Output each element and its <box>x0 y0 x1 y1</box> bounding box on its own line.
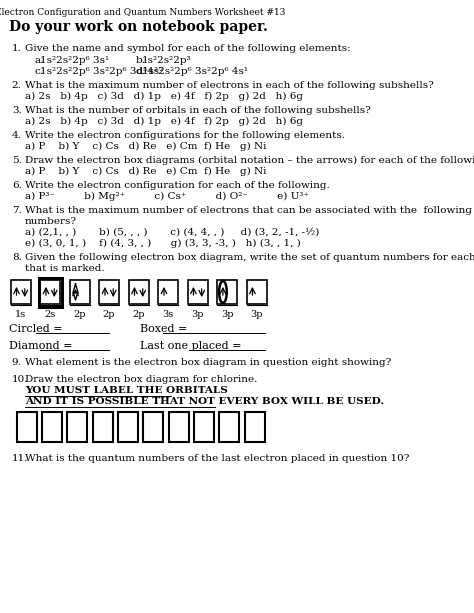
Text: 2.: 2. <box>12 81 22 90</box>
Text: Boxed =: Boxed = <box>140 324 191 334</box>
Text: Give the name and symbol for each of the following elements:: Give the name and symbol for each of the… <box>25 44 350 53</box>
Text: d.: d. <box>136 67 146 76</box>
Bar <box>246 280 266 304</box>
Text: Last one placed =: Last one placed = <box>140 341 245 351</box>
Text: 2p: 2p <box>103 310 115 319</box>
Text: a) 2s   b) 4p   c) 3d   d) 1p   e) 4f   f) 2p   g) 2d   h) 6g: a) 2s b) 4p c) 3d d) 1p e) 4f f) 2p g) 2… <box>25 117 303 126</box>
Text: a) P    b) Y    c) Cs   d) Re   e) Cm  f) He   g) Ni: a) P b) Y c) Cs d) Re e) Cm f) He g) Ni <box>25 142 266 151</box>
Bar <box>245 412 265 442</box>
Bar <box>219 412 239 442</box>
Text: 9.: 9. <box>12 358 22 367</box>
Bar <box>143 412 164 442</box>
Text: Diamond =: Diamond = <box>9 341 76 351</box>
Text: a) (2,1, , )       b) (5, , , )       c) (4, 4, , )     d) (3, 2, -1, -½): a) (2,1, , ) b) (5, , , ) c) (4, 4, , ) … <box>25 228 319 237</box>
Text: 1.: 1. <box>12 44 22 53</box>
Text: 3.: 3. <box>12 106 22 115</box>
Text: 3s: 3s <box>163 310 173 319</box>
Text: 7.: 7. <box>12 206 22 215</box>
Text: YOU MUST LABEL THE ORBITALS: YOU MUST LABEL THE ORBITALS <box>25 386 228 395</box>
Text: 3p: 3p <box>221 310 233 319</box>
Bar <box>128 280 149 304</box>
Text: a) 2s   b) 4p   c) 3d   d) 1p   e) 4f   f) 2p   g) 2d   h) 6g: a) 2s b) 4p c) 3d d) 1p e) 4f f) 2p g) 2… <box>25 92 303 101</box>
Text: numbers?: numbers? <box>25 217 77 226</box>
Bar <box>10 280 31 304</box>
Text: 6.: 6. <box>12 181 22 190</box>
Text: a.: a. <box>34 56 44 65</box>
Text: 1s²2s²2p⁶ 3s²2p⁶ 4s¹: 1s²2s²2p⁶ 3s²2p⁶ 4s¹ <box>142 67 247 76</box>
Text: 2p: 2p <box>132 310 145 319</box>
Text: Do your work on notebook paper.: Do your work on notebook paper. <box>9 20 268 34</box>
Text: 1s²2s²2p⁶ 3s¹: 1s²2s²2p⁶ 3s¹ <box>40 56 109 65</box>
Text: a) P    b) Y    c) Cs   d) Re   e) Cm  f) He   g) Ni: a) P b) Y c) Cs d) Re e) Cm f) He g) Ni <box>25 167 266 176</box>
Text: What is the quantum numbers of the last electron placed in question 10?: What is the quantum numbers of the last … <box>25 454 409 463</box>
Bar <box>17 412 36 442</box>
Bar <box>67 412 87 442</box>
Bar <box>99 280 119 304</box>
Bar <box>158 280 178 304</box>
Text: Draw the electron box diagrams (orbital notation – the arrows) for each of the f: Draw the electron box diagrams (orbital … <box>25 156 474 165</box>
Bar <box>42 412 62 442</box>
Text: What element is the electron box diagram in question eight showing?: What element is the electron box diagram… <box>25 358 391 367</box>
Text: e) (3, 0, 1, )    f) (4, 3, , )      g) (3, 3, -3, )   h) (3, , 1, ): e) (3, 0, 1, ) f) (4, 3, , ) g) (3, 3, -… <box>25 239 301 248</box>
Bar <box>217 280 237 304</box>
Text: What is the number of orbitals in each of the following subshells?: What is the number of orbitals in each o… <box>25 106 371 115</box>
Text: 11.: 11. <box>12 454 28 463</box>
Text: 1s²2s²2p⁶ 3s²2p⁶ 3d³4s²: 1s²2s²2p⁶ 3s²2p⁶ 3d³4s² <box>40 67 164 76</box>
Text: 2s: 2s <box>45 310 56 319</box>
Bar <box>118 412 138 442</box>
Text: What is the maximum number of electrons in each of the following subshells?: What is the maximum number of electrons … <box>25 81 434 90</box>
Text: Given the following electron box diagram, write the set of quantum numbers for e: Given the following electron box diagram… <box>25 253 474 262</box>
Text: AND IT IS POSSIBLE THAT NOT EVERY BOX WILL BE USED.: AND IT IS POSSIBLE THAT NOT EVERY BOX WI… <box>25 397 384 406</box>
Text: a) P³⁻         b) Mg²⁺         c) Cs⁺         d) O²⁻         e) U³⁺: a) P³⁻ b) Mg²⁺ c) Cs⁺ d) O²⁻ e) U³⁺ <box>25 192 309 201</box>
Bar <box>169 412 189 442</box>
Text: 1s²2s²2p³: 1s²2s²2p³ <box>142 56 191 65</box>
Bar <box>70 280 90 304</box>
Polygon shape <box>73 284 78 300</box>
Text: b.: b. <box>136 56 146 65</box>
Text: that is marked.: that is marked. <box>25 264 104 273</box>
Text: 3p: 3p <box>191 310 204 319</box>
Text: 1s: 1s <box>15 310 26 319</box>
Bar <box>40 280 60 304</box>
Text: Draw the electron box diagram for chlorine.: Draw the electron box diagram for chlori… <box>25 375 264 384</box>
Text: c.: c. <box>34 67 43 76</box>
Text: 2p: 2p <box>73 310 86 319</box>
Bar <box>38 278 62 306</box>
Text: What is the maximum number of electrons that can be associated with the  followi: What is the maximum number of electrons … <box>25 206 474 215</box>
Bar <box>194 412 214 442</box>
Text: 10.: 10. <box>12 375 28 384</box>
Bar <box>92 412 113 442</box>
Text: Circled =: Circled = <box>9 324 66 334</box>
Text: 5.: 5. <box>12 156 22 165</box>
Text: 3p: 3p <box>250 310 263 319</box>
Text: 8.: 8. <box>12 253 22 262</box>
Text: Write the electron configuration for each of the following.: Write the electron configuration for eac… <box>25 181 329 190</box>
Bar <box>188 280 208 304</box>
Text: Write the electron configurations for the following elements.: Write the electron configurations for th… <box>25 131 345 140</box>
Text: 4.: 4. <box>12 131 22 140</box>
Text: Electron Configuration and Quantum Numbers Worksheet #13: Electron Configuration and Quantum Numbe… <box>0 8 285 17</box>
